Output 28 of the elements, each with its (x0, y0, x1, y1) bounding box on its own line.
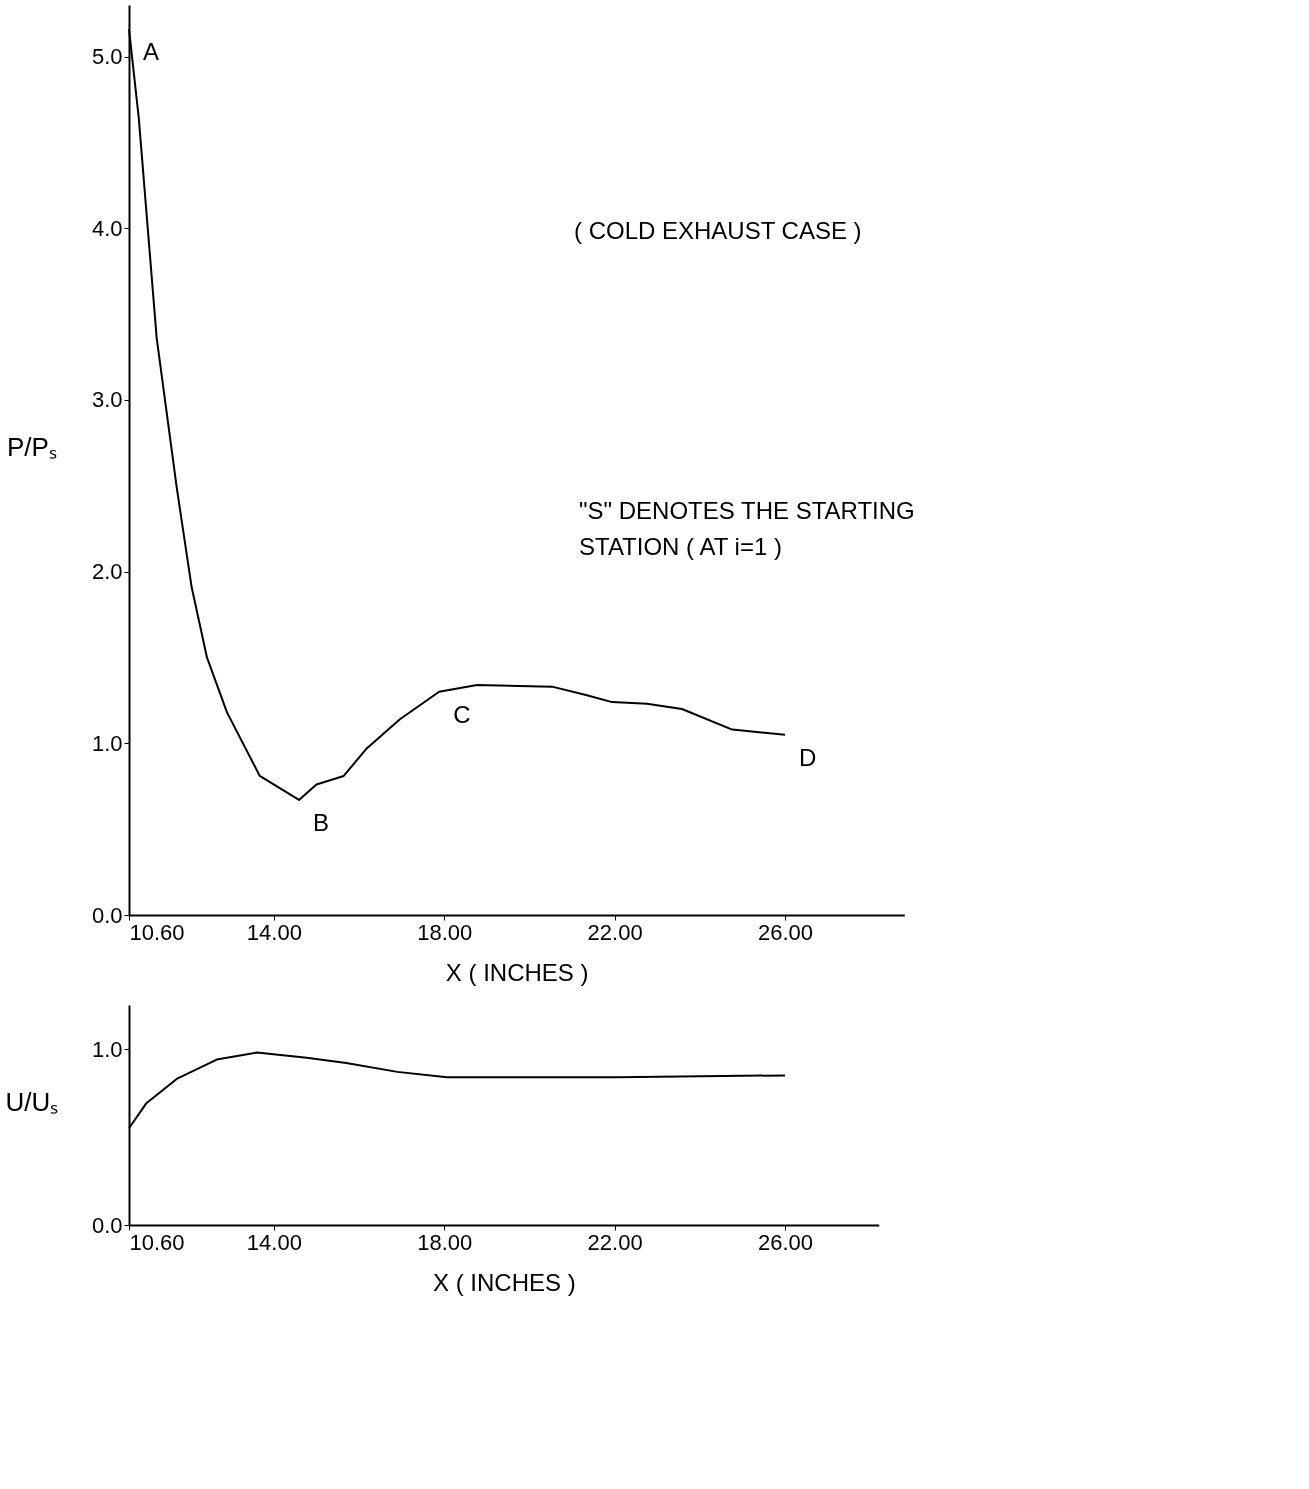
y-tick-label: 1.0 (91, 730, 123, 756)
y-tick-label: 0.0 (91, 902, 123, 928)
x-tick-label: 26.00 (758, 919, 814, 945)
x-tick-label: 10.60 (129, 1229, 185, 1255)
x-tick-label: 10.60 (129, 919, 185, 945)
x-tick-label: 14.00 (246, 919, 302, 945)
x-tick-label: 22.00 (587, 1229, 643, 1255)
x-tick-label: 18.00 (417, 919, 473, 945)
y-tick-label: 2.0 (91, 559, 123, 585)
x-tick-label: 18.00 (417, 1229, 473, 1255)
y-tick-label: 0.0 (91, 1212, 123, 1238)
annotation: "S" DENOTES THE STARTING STATION ( AT i=1 ) (579, 497, 915, 560)
y-tick-label: 5.0 (91, 44, 123, 70)
y-axis-title: U/Uₛ (5, 1086, 59, 1117)
annotation: ( COLD EXHAUST CASE ) (574, 217, 862, 244)
annotation: B (312, 808, 329, 836)
x-tick-label: 22.00 (587, 919, 643, 945)
y-tick-label: 3.0 (91, 387, 123, 413)
x-axis-title: X ( INCHES ) (445, 958, 589, 986)
annotation: D (799, 743, 817, 771)
x-tick-label: 14.00 (246, 1229, 302, 1255)
x-tick-label: 26.00 (758, 1229, 814, 1255)
y-tick-label: 4.0 (91, 215, 123, 241)
annotation: C (453, 700, 471, 728)
y-axis-title: P/Pₛ (6, 431, 57, 462)
x-axis-title: X ( INCHES ) (433, 1268, 576, 1296)
annotation: A (143, 38, 160, 66)
y-tick-label: 1.0 (91, 1036, 123, 1062)
